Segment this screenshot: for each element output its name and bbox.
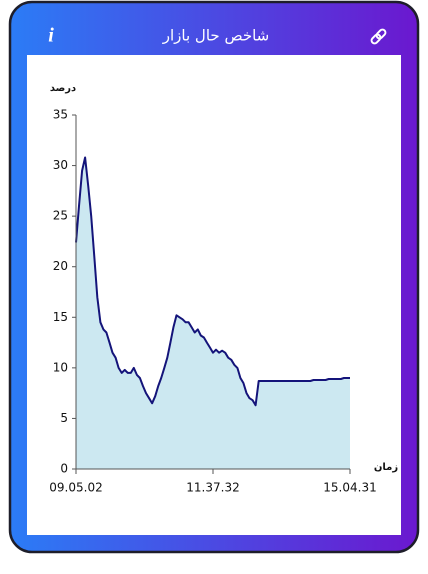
link-icon: [375, 28, 387, 40]
x-tick-label: 09.05.02: [49, 481, 102, 495]
y-tick-label: 35: [53, 108, 68, 122]
y-tick-label: 10: [53, 360, 68, 374]
y-axis-label: درصد: [50, 83, 76, 94]
plot: LiveTSE.ir0510152025303509.05.0211.37.32…: [49, 83, 398, 495]
info-button[interactable]: i: [48, 25, 54, 47]
y-tick-label: 15: [53, 310, 68, 324]
y-tick-label: 5: [60, 411, 68, 425]
link-icon: [370, 33, 382, 45]
y-tick-label: 20: [53, 259, 68, 273]
x-tick-label: 15.04.31: [323, 481, 376, 495]
y-tick-label: 30: [53, 158, 68, 172]
x-tick-label: 11.37.32: [186, 481, 239, 495]
y-tick-label: 25: [53, 209, 68, 223]
title: شاخص حال بازار: [162, 27, 269, 45]
y-tick-label: 0: [60, 462, 68, 476]
x-axis-label: زمان: [374, 462, 398, 473]
link-button[interactable]: [370, 28, 387, 45]
line: [75, 156, 350, 407]
